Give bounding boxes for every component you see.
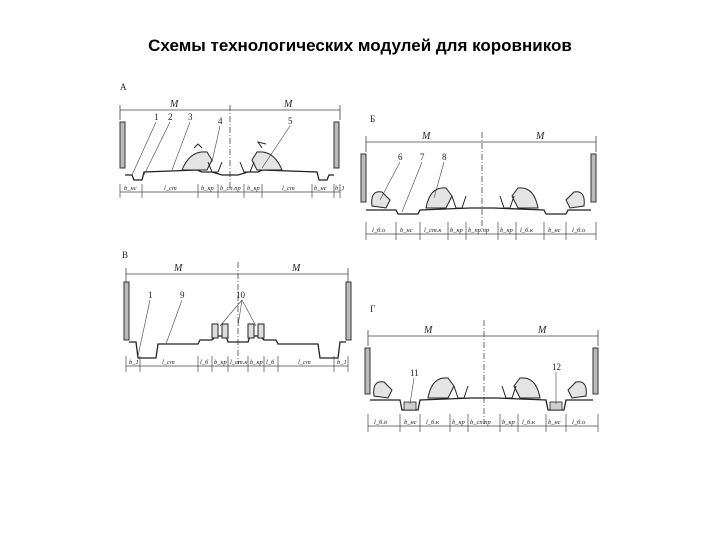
diagram-panel-d: Г М М 11 12 l_б.о b_нс	[364, 304, 599, 432]
cow-right	[251, 141, 283, 171]
walls	[364, 347, 599, 395]
bottom-dimension	[365, 222, 597, 240]
callout-6: 6	[398, 152, 403, 162]
cows	[373, 377, 587, 399]
top-dimension	[119, 105, 341, 190]
dim-label: b_1	[335, 185, 345, 192]
dim-label: l_б.к	[520, 227, 534, 234]
dim-label: l_б.о	[372, 227, 386, 234]
callout-leaders	[409, 372, 557, 405]
dim-label: b_нс	[400, 227, 413, 234]
dim-label: b_сп.пр	[220, 185, 242, 192]
manure-channel	[403, 401, 563, 411]
bottom-dim-labels: b_нс l_ст b_кр b_сп.пр b_кр l_ст b_нс b_…	[124, 185, 345, 192]
bottom-dimension	[119, 184, 341, 198]
dim-label: b_нс	[548, 227, 561, 234]
callout-1: 1	[148, 290, 153, 300]
callout-7: 7	[420, 152, 425, 162]
dim-label: l_ст.к	[424, 227, 442, 234]
dim-m-right: М	[535, 131, 545, 142]
callout-leaders	[137, 299, 257, 357]
callout-12: 12	[552, 362, 561, 372]
dim-label: l_ст.к	[230, 359, 248, 366]
dim-label: b_нс	[314, 185, 327, 192]
dim-label: l_б.о	[374, 419, 388, 426]
dim-label: b_1	[337, 359, 347, 366]
dim-m-left: М	[421, 131, 431, 142]
callout-11: 11	[410, 368, 419, 378]
top-dimension	[367, 320, 599, 424]
dim-label: l_б	[266, 359, 275, 366]
callout-leaders	[131, 121, 291, 176]
dim-m-left: М	[423, 325, 433, 336]
callout-8: 8	[442, 152, 447, 162]
dim-label: b_кр	[450, 227, 464, 234]
wall-left	[119, 121, 340, 169]
floor-profile	[129, 335, 346, 359]
feed-trough	[451, 195, 515, 209]
dim-label: l_б.к	[426, 419, 440, 426]
dim-m-right: М	[283, 99, 293, 110]
dim-label: b_нс	[548, 419, 561, 426]
dim-label: b_кр	[500, 227, 514, 234]
callout-1: 1	[154, 112, 159, 122]
dim-m-left: М	[173, 263, 183, 274]
bottom-dimension	[367, 414, 599, 432]
callout-10: 10	[236, 290, 246, 300]
callout-5: 5	[288, 116, 293, 126]
callout-2: 2	[168, 112, 173, 122]
dim-label: b_нс	[124, 185, 137, 192]
callout-4: 4	[218, 116, 223, 126]
dim-label: l_б.к	[522, 419, 536, 426]
dim-label: l_ст	[162, 359, 175, 366]
dim-label: b_пр.пр	[468, 227, 490, 234]
panel-d-letter: Г	[370, 304, 375, 314]
dim-label: b_кр	[452, 419, 466, 426]
panel-b-letter: Б	[370, 114, 375, 124]
panel-c-letter: В	[122, 250, 128, 260]
top-dimension	[365, 132, 597, 230]
cow-left	[181, 143, 213, 171]
walls	[123, 281, 352, 341]
dim-label: b_кр	[502, 419, 516, 426]
dim-label: b_сп.пр	[470, 419, 492, 426]
stall-dividers	[211, 323, 265, 339]
diagram-panel-b: Б М М 6 7 8 l_б.о b_нс l_ст.к	[360, 114, 597, 240]
dim-m-left: М	[169, 99, 179, 110]
floor-profile	[125, 169, 334, 181]
bottom-dimension	[125, 356, 349, 372]
dim-label: b_кр	[214, 359, 228, 366]
walls	[360, 153, 597, 203]
diagram-panel-c: В М М 1 9 10 b_1 l_ст l_б b_кр	[122, 250, 352, 372]
dim-label: b_кр	[247, 185, 261, 192]
dim-label: l_б.о	[572, 419, 586, 426]
feed-trough	[453, 385, 517, 399]
dim-label: b_1	[129, 359, 139, 366]
dim-label: l_ст	[164, 185, 177, 192]
diagram-panel-a: А М М 1 2 3 4 5	[119, 82, 345, 198]
dim-label: l_ст	[282, 185, 295, 192]
dim-label: b_кр	[201, 185, 215, 192]
callout-leaders	[379, 161, 445, 213]
page-title: Схемы технологических модулей для коровн…	[148, 36, 572, 55]
dim-label: b_нс	[404, 419, 417, 426]
dim-label: b_кр	[250, 359, 264, 366]
top-dimension	[125, 262, 349, 364]
floor-profile	[366, 207, 591, 215]
bottom-dim-labels: l_б.о b_нс l_ст.к b_кр b_пр.пр b_кр l_б.…	[372, 227, 586, 234]
bottom-dim-labels: b_1 l_ст l_б b_кр l_ст.к b_кр l_б l_ст b…	[129, 359, 347, 366]
callout-9: 9	[180, 290, 185, 300]
bottom-dim-labels: l_б.о b_нс l_б.к b_кр b_сп.пр b_кр l_б.к…	[374, 419, 586, 426]
feed-trough	[207, 161, 255, 173]
dim-label: l_б.о	[572, 227, 586, 234]
dim-label: l_ст	[298, 359, 311, 366]
floor-profile	[370, 397, 593, 411]
panel-a-letter: А	[120, 82, 127, 92]
dim-m-right: М	[537, 325, 547, 336]
cows	[371, 187, 585, 209]
callout-3: 3	[188, 112, 193, 122]
dim-label: l_б	[200, 359, 209, 366]
dim-m-right: М	[291, 263, 301, 274]
